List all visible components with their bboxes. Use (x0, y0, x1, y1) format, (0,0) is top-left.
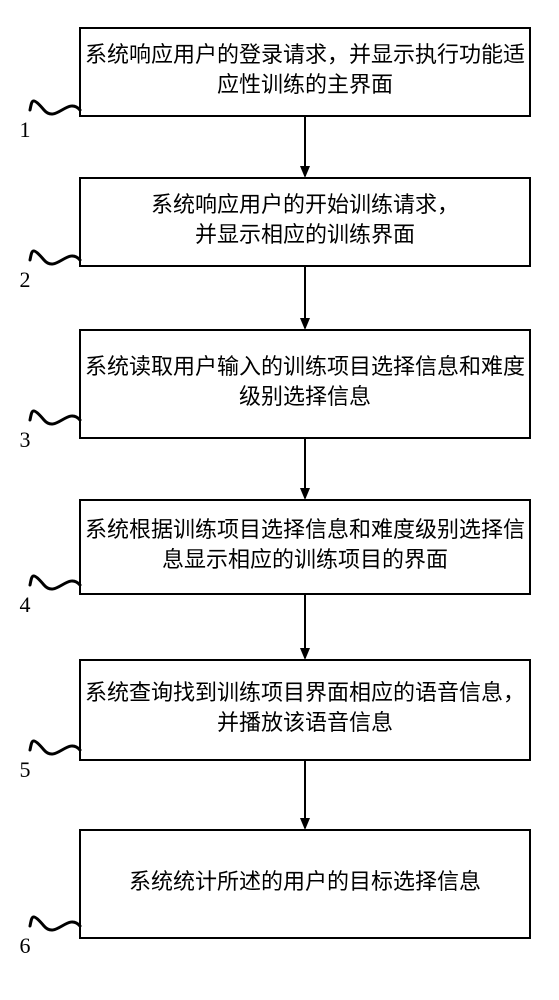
flow-step-text: 系统响应用户的登录请求，并显示执行功能适 (85, 42, 525, 67)
flow-step-text: 级别选择信息 (239, 384, 371, 409)
step-number-label: 6 (20, 933, 31, 958)
step-number-label: 5 (20, 757, 31, 782)
flow-step-text: 并播放该语音信息 (217, 710, 393, 735)
flow-step-text: 系统响应用户的开始训练请求， (151, 192, 459, 217)
flow-step-text: 息显示相应的训练项目的界面 (162, 547, 448, 572)
step-tilde-connector (30, 741, 80, 754)
flow-step-text: 系统根据训练项目选择信息和难度级别选择信 (85, 517, 525, 542)
step-tilde-connector (30, 251, 80, 264)
step-number-label: 4 (20, 592, 31, 617)
step-number-label: 3 (20, 427, 31, 452)
step-tilde-connector (30, 411, 80, 424)
flow-step-text: 系统统计所述的用户的目标选择信息 (129, 869, 481, 894)
flow-step-text: 系统读取用户输入的训练项目选择信息和难度 (85, 354, 525, 379)
flowchart-canvas: 系统响应用户的登录请求，并显示执行功能适应性训练的主界面 1 系统响应用户的开始训练… (0, 0, 559, 1000)
flow-step-text: 并显示相应的训练界面 (195, 222, 415, 247)
step-tilde-connector (30, 917, 80, 930)
step-number-label: 1 (20, 117, 31, 142)
step-number-label: 2 (20, 267, 31, 292)
step-tilde-connector (30, 101, 80, 114)
flow-step-text: 系统查询找到训练项目界面相应的语音信息， (85, 680, 525, 705)
flow-step-text: 应性训练的主界面 (217, 72, 393, 97)
step-tilde-connector (30, 576, 80, 589)
